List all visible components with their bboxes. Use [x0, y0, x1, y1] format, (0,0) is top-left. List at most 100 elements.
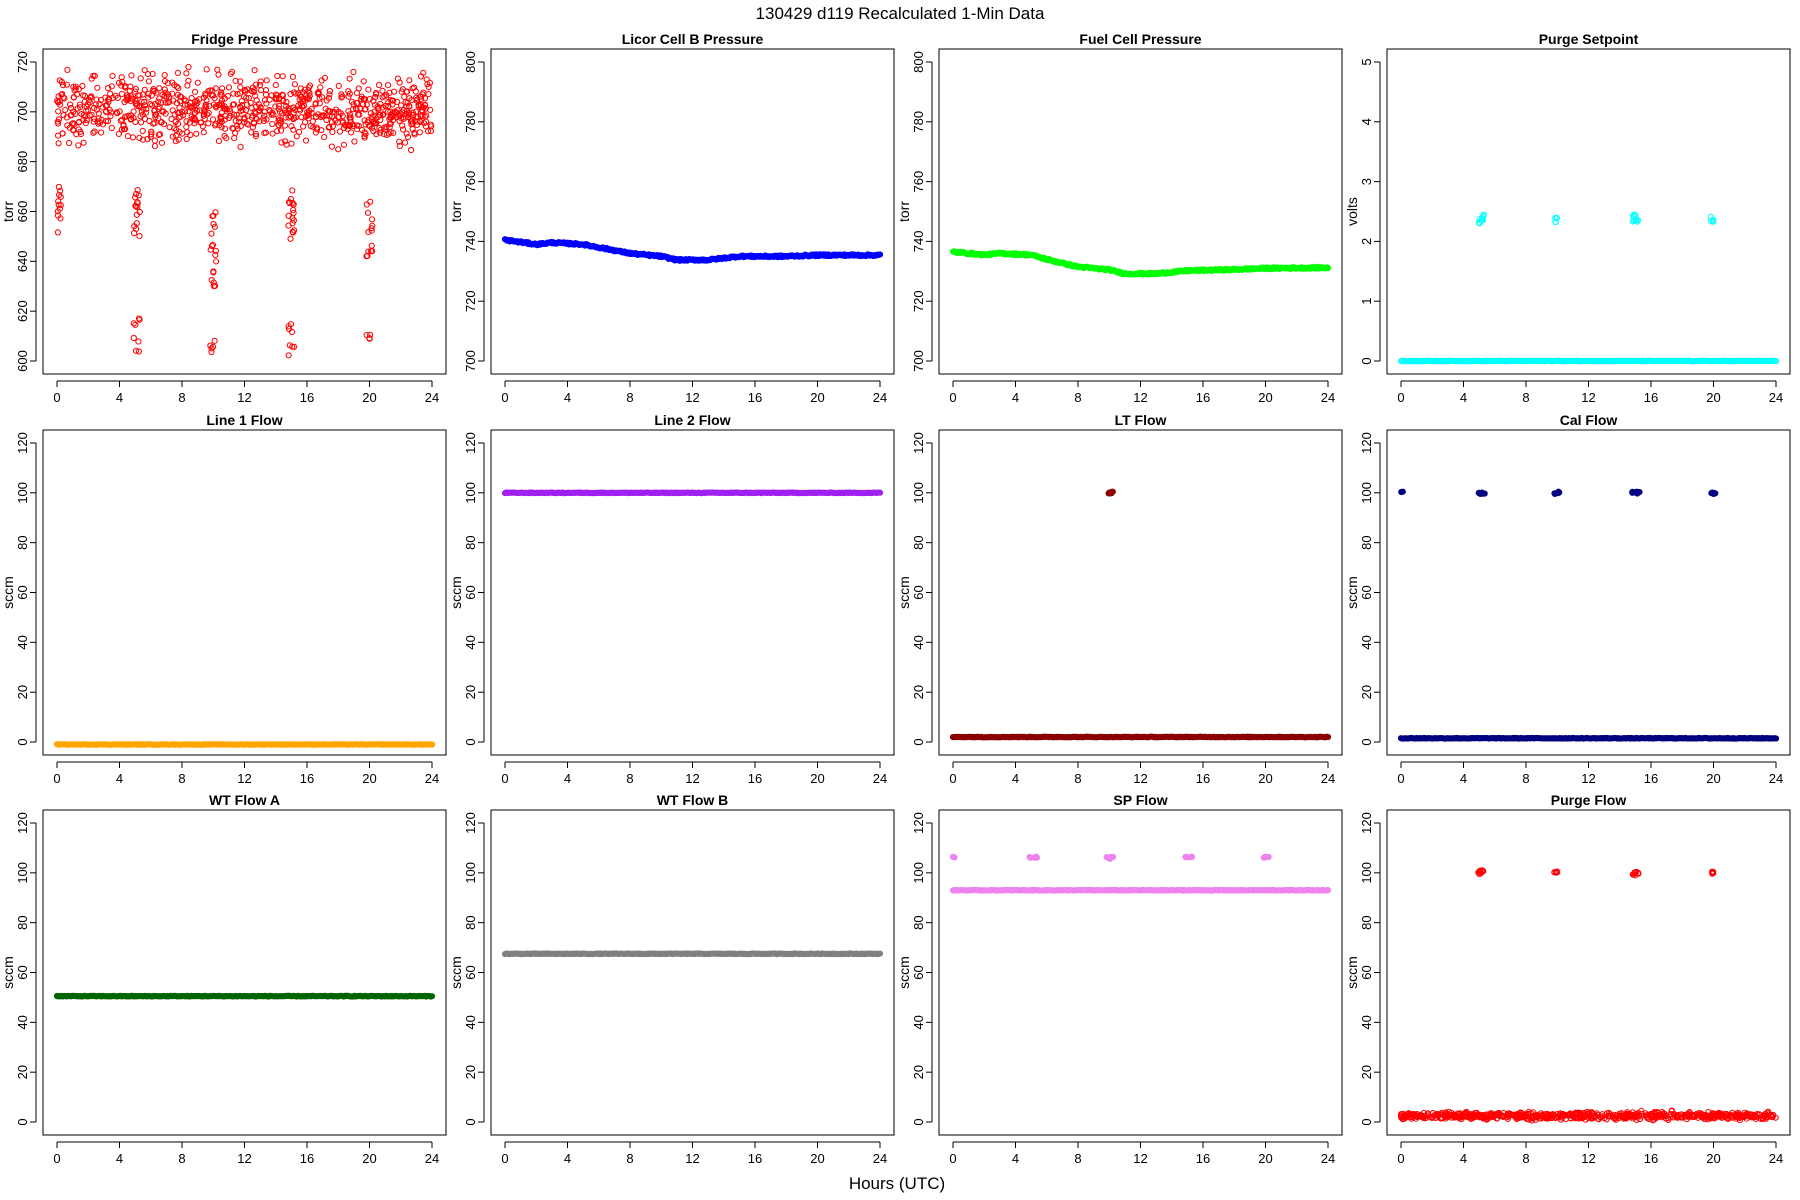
data-point	[329, 123, 336, 130]
data-point	[175, 85, 182, 92]
x-tick-label: 8	[178, 1151, 185, 1166]
data-point	[122, 125, 129, 133]
data-point	[409, 85, 416, 92]
x-tick-label: 12	[237, 1151, 251, 1166]
x-tick-label: 8	[1074, 1151, 1081, 1166]
x-tick-label: 0	[501, 771, 508, 786]
data-point	[205, 120, 212, 127]
data-point	[56, 191, 63, 198]
data-point	[118, 90, 126, 98]
y-tick-label: 760	[463, 171, 478, 193]
data-point	[136, 92, 143, 99]
x-tick-label: 20	[1706, 771, 1720, 786]
data-point	[107, 112, 114, 120]
data-point	[876, 950, 884, 957]
data-point	[387, 108, 394, 115]
x-tick-label: 0	[1397, 390, 1404, 405]
data-point	[139, 136, 147, 143]
data-point	[319, 94, 326, 101]
y-tick-label: 800	[463, 51, 478, 73]
x-tick-label: 24	[1321, 771, 1335, 786]
x-tick-label: 16	[1644, 771, 1658, 786]
data-point	[153, 89, 160, 96]
x-tick-label: 4	[1460, 771, 1467, 786]
data-point	[130, 108, 137, 115]
data-point	[421, 120, 428, 127]
data-point	[91, 115, 98, 123]
data-point	[83, 117, 90, 124]
data-point	[156, 95, 163, 102]
data-point	[227, 112, 234, 119]
data-point	[94, 84, 101, 91]
data-point	[132, 347, 140, 354]
data-point	[308, 105, 315, 113]
x-tick-label: 24	[1769, 771, 1783, 786]
data-point	[286, 199, 293, 207]
data-point	[367, 110, 374, 117]
x-axis: 0 4 8 12 16 20 24	[1397, 380, 1783, 405]
data-point	[216, 121, 223, 129]
y-tick-label: 20	[15, 685, 30, 699]
y-tick-label: 740	[911, 231, 926, 253]
x-tick-label: 20	[1258, 390, 1272, 405]
data-point	[158, 119, 165, 126]
data-point	[413, 113, 420, 120]
data-point	[117, 117, 124, 124]
data-point	[181, 101, 188, 108]
data-point	[353, 106, 360, 113]
data-point	[248, 129, 255, 136]
data-point	[223, 135, 230, 142]
data-point	[1772, 735, 1780, 742]
y-tick-label: 600	[15, 350, 30, 372]
data-point	[156, 131, 164, 138]
data-point	[276, 108, 283, 115]
data-point	[424, 81, 431, 88]
data-point	[409, 109, 416, 116]
data-point	[178, 93, 185, 101]
data-point	[290, 201, 297, 208]
figure-title: 130429 d119 Recalculated 1-Min Data	[756, 4, 1045, 23]
data-point	[104, 118, 112, 125]
y-tick-label: 640	[15, 250, 30, 272]
data-point	[287, 90, 294, 98]
x-tick-label: 12	[1133, 390, 1147, 405]
data-point	[59, 91, 66, 98]
data-point	[358, 126, 366, 134]
data-point	[289, 187, 296, 194]
data-point	[57, 193, 64, 200]
data-point	[285, 114, 292, 121]
y-tick-label: 60	[463, 965, 478, 979]
x-tick-label: 0	[53, 390, 60, 405]
data-point	[161, 72, 168, 79]
data-points	[53, 741, 436, 748]
data-point	[192, 101, 200, 109]
data-point	[54, 208, 61, 215]
x-tick-label: 4	[564, 390, 571, 405]
data-point	[401, 139, 409, 146]
data-point	[170, 97, 177, 104]
data-point	[299, 103, 306, 110]
data-point	[55, 116, 63, 123]
data-point	[211, 282, 219, 289]
data-point	[876, 489, 884, 496]
data-point	[243, 120, 250, 127]
data-point	[225, 84, 232, 91]
data-point	[345, 108, 352, 115]
data-point	[1555, 488, 1562, 495]
y-tick-label: 100	[15, 482, 30, 504]
data-point	[335, 82, 342, 90]
data-point	[183, 118, 190, 125]
data-point	[208, 276, 215, 284]
data-point	[215, 71, 222, 78]
data-point	[73, 131, 80, 138]
data-point	[139, 127, 146, 135]
data-point	[56, 77, 63, 84]
data-point	[191, 120, 198, 127]
data-point	[1324, 887, 1332, 894]
data-point	[360, 101, 367, 108]
data-point	[399, 122, 406, 129]
